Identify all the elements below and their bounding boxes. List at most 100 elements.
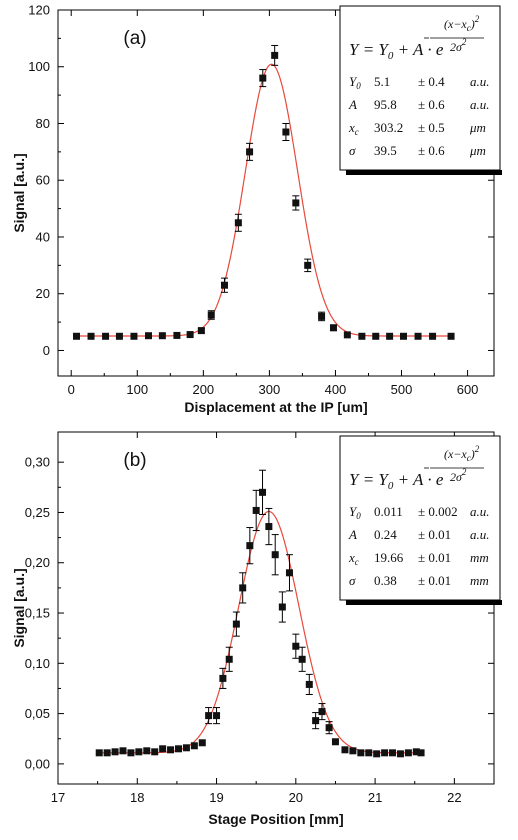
data-point xyxy=(219,674,227,682)
equation-lhs: Y = Y xyxy=(349,40,389,59)
y-tick-label: 120 xyxy=(28,3,50,18)
equation-lhs: Y = Y xyxy=(349,470,389,489)
data-point xyxy=(271,51,279,59)
data-point xyxy=(318,312,326,320)
data-point xyxy=(72,332,80,340)
param-symbol: xc xyxy=(348,120,359,137)
y-tick-label: 80 xyxy=(36,116,50,131)
data-point xyxy=(213,712,221,720)
param-value: 5.1 xyxy=(374,74,390,89)
data-point xyxy=(447,332,455,340)
data-point xyxy=(331,738,339,746)
data-point xyxy=(399,332,407,340)
data-point xyxy=(119,747,127,755)
param-symbol-text: x xyxy=(348,550,355,565)
data-point xyxy=(225,655,233,663)
param-value: 95.8 xyxy=(374,97,397,112)
data-point xyxy=(298,655,306,663)
y-axis-label: Signal [a.u.] xyxy=(11,153,27,232)
exponent-numerator-sub: c xyxy=(467,23,471,33)
data-point xyxy=(252,506,260,514)
param-value: 19.66 xyxy=(374,550,404,565)
param-symbol-sub: 0 xyxy=(356,81,361,91)
data-point xyxy=(135,748,143,756)
data-point xyxy=(404,749,412,757)
equation-subscript: 0 xyxy=(388,50,394,62)
plot-frame xyxy=(57,431,495,785)
param-unit: a.u. xyxy=(470,74,490,89)
y-tick-label: 40 xyxy=(36,229,50,244)
x-tick-label: 500 xyxy=(391,382,413,397)
y-tick-label: 20 xyxy=(36,286,50,301)
exponent-numerator-square: 2 xyxy=(475,444,480,454)
param-error: ± 0.6 xyxy=(418,97,445,112)
y-tick-label: 100 xyxy=(28,59,50,74)
data-point xyxy=(341,746,349,754)
data-point xyxy=(381,749,389,757)
data-point xyxy=(207,311,215,319)
x-tick-label: 600 xyxy=(457,382,479,397)
data-point xyxy=(349,747,357,755)
exponent-numerator-close: ) xyxy=(470,17,475,31)
param-value: 0.38 xyxy=(374,573,397,588)
data-point xyxy=(197,327,205,335)
param-symbol-text: A xyxy=(348,97,357,112)
plot-frame xyxy=(57,9,495,377)
param-symbol: σ xyxy=(349,143,356,158)
param-symbol: Y0 xyxy=(349,74,361,91)
legend-box-shadow xyxy=(346,600,502,605)
data-point xyxy=(182,744,190,752)
y-tick-label: 60 xyxy=(36,173,50,188)
y-axis-label: Signal [a.u.] xyxy=(11,568,27,647)
exponent-denominator-text: 2σ xyxy=(450,40,463,54)
param-symbol-text: Y xyxy=(349,504,358,519)
chart-panel-a: 0 100 200 300 400 500 600020406080100120Displa… xyxy=(11,3,502,415)
data-point xyxy=(246,148,254,156)
param-symbol: xc xyxy=(348,550,359,567)
exponent-denominator-text: 2σ xyxy=(450,470,463,484)
data-point xyxy=(417,749,425,757)
exponent-numerator-square: 2 xyxy=(475,14,480,24)
panel-label: (b) xyxy=(123,450,146,471)
data-point xyxy=(389,749,397,757)
data-point xyxy=(318,708,326,716)
param-error: ± 0.01 xyxy=(418,527,451,542)
data-point xyxy=(357,749,365,757)
param-symbol-text: Y xyxy=(349,74,358,89)
param-unit: mm xyxy=(470,550,489,565)
x-tick-label: 18 xyxy=(130,790,144,805)
x-tick-label: 200 xyxy=(192,382,214,397)
exponent-denominator: 2σ2 xyxy=(450,467,467,484)
fit-equation: Y = Y0 + A · e xyxy=(349,470,444,492)
data-point xyxy=(239,584,247,592)
data-point xyxy=(103,749,111,757)
param-error: ± 0.4 xyxy=(418,74,445,89)
exponent-numerator: (x−xc)2 xyxy=(444,14,480,33)
data-point xyxy=(278,603,286,611)
y-tick-label: 0,20 xyxy=(25,555,50,570)
param-unit: μm xyxy=(469,143,486,158)
data-point xyxy=(234,219,242,227)
panel-label: (a) xyxy=(123,28,146,49)
exponent-numerator: (x−xc)2 xyxy=(444,444,480,463)
fit-equation: Y = Y0 + A · e xyxy=(349,40,444,62)
param-error: ± 0.5 xyxy=(418,120,445,135)
param-symbol-text: x xyxy=(348,120,355,135)
param-unit: a.u. xyxy=(470,504,490,519)
param-error: ± 0.002 xyxy=(418,504,458,519)
param-error: ± 0.01 xyxy=(418,550,451,565)
param-symbol-text: A xyxy=(348,527,357,542)
data-point xyxy=(358,332,366,340)
data-point xyxy=(265,523,273,531)
data-point xyxy=(102,332,110,340)
x-axis-label: Stage Position [mm] xyxy=(208,811,343,827)
data-point xyxy=(259,74,267,82)
data-point xyxy=(271,551,279,559)
data-point xyxy=(365,749,373,757)
x-tick-label: 400 xyxy=(325,382,347,397)
param-value: 0.011 xyxy=(374,504,403,519)
equation-subscript: 0 xyxy=(388,480,394,492)
x-tick-label: 17 xyxy=(51,790,65,805)
equation-mid: + A · e xyxy=(393,470,443,489)
data-point xyxy=(259,488,267,496)
